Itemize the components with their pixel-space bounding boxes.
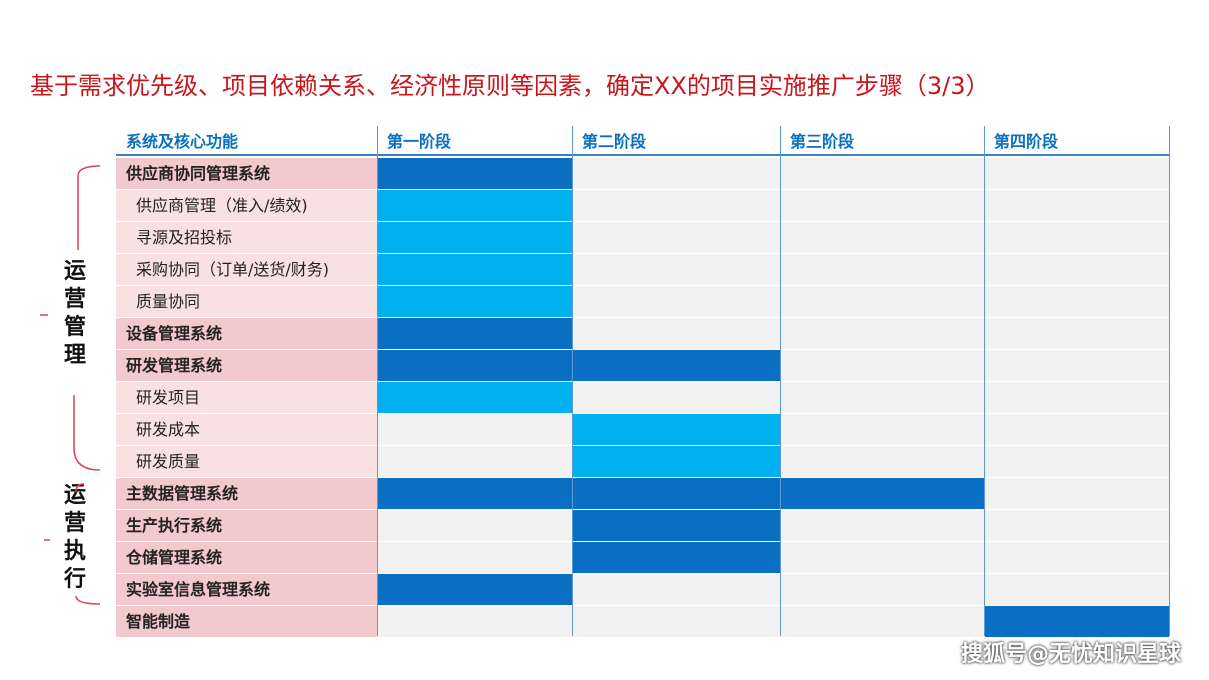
stage-bar-14 [378,574,572,605]
column-header-stage-2: 第二阶段 [582,132,647,151]
row-label-11: 主数据管理系统 [116,478,377,509]
empty-cell [985,190,1169,221]
row-label-5: 质量协同 [116,286,377,317]
row-label-6: 设备管理系统 [116,318,377,349]
watermark: 搜狐号@无忧知识星球 [960,642,1181,667]
stage-bar-5 [378,286,572,317]
empty-cell [781,222,984,253]
empty-cell [573,222,780,253]
empty-cell [985,478,1169,509]
empty-cell [378,606,572,637]
stage-bar-3 [378,222,572,253]
column-header-stage-4: 第四阶段 [994,132,1059,151]
empty-cell [985,414,1169,445]
empty-cell [378,542,572,573]
column-divider [1169,126,1170,636]
stage-bar-12 [573,510,780,541]
empty-cell [573,382,780,413]
empty-cell [573,254,780,285]
column-divider [780,126,781,636]
empty-cell [985,574,1169,605]
bracket-operation-execution [73,395,101,471]
empty-cell [781,542,984,573]
row-label-2: 供应商管理（准入/绩效) [116,190,377,221]
stage-bar-9 [573,414,780,445]
empty-cell [985,286,1169,317]
stage-bar-8 [378,382,572,413]
column-divider [377,126,378,636]
stage-bar-10 [573,446,780,477]
stage-bar-6 [378,318,572,349]
empty-cell [781,606,984,637]
stage-bar-2 [378,190,572,221]
empty-cell [781,158,984,189]
row-label-7: 研发管理系统 [116,350,377,381]
empty-cell [985,318,1169,349]
row-label-10: 研发质量 [116,446,377,477]
column-header-stage-1: 第一阶段 [387,132,452,151]
row-label-9: 研发成本 [116,414,377,445]
empty-cell [985,382,1169,413]
row-label-14: 实验室信息管理系统 [116,574,377,605]
stage-bar-1 [378,158,572,189]
empty-cell [985,158,1169,189]
empty-cell [573,574,780,605]
row-label-15: 智能制造 [116,606,377,637]
empty-cell [985,350,1169,381]
empty-cell [781,350,984,381]
bracket-operation-management [77,165,101,250]
empty-cell [985,222,1169,253]
row-label-13: 仓储管理系统 [116,542,377,573]
side-label-operation-management: 运 营 管 理 [63,259,86,368]
empty-cell [573,286,780,317]
stage-bar-7 [378,350,780,381]
side-label-operation-execution: 运 营 执 行 [63,483,86,592]
stage-bar-11 [378,478,984,509]
empty-cell [573,606,780,637]
empty-cell [781,190,984,221]
row-label-8: 研发项目 [116,382,377,413]
page-title: 基于需求优先级、项目依赖关系、经济性原则等因素，确定XX的项目实施推广步骤（3/… [30,72,990,100]
stage-bar-15 [985,606,1169,637]
empty-cell [781,254,984,285]
empty-cell [573,158,780,189]
column-divider [572,126,573,636]
empty-cell [378,446,572,477]
empty-cell [378,510,572,541]
stage-bar-13 [573,542,780,573]
empty-cell [573,190,780,221]
row-label-3: 寻源及招投标 [116,222,377,253]
row-label-12: 生产执行系统 [116,510,377,541]
bracket-operation-execution-bottom [75,483,101,605]
empty-cell [781,382,984,413]
empty-cell [781,510,984,541]
stage-bar-4 [378,254,572,285]
header-underline [116,154,1169,156]
column-header-stage-3: 第三阶段 [790,132,855,151]
empty-cell [781,446,984,477]
column-header-system: 系统及核心功能 [126,132,239,151]
column-divider [984,126,985,636]
empty-cell [781,414,984,445]
empty-cell [985,510,1169,541]
empty-cell [985,254,1169,285]
empty-cell [781,318,984,349]
empty-cell [573,318,780,349]
empty-cell [781,574,984,605]
empty-cell [985,446,1169,477]
row-label-1: 供应商协同管理系统 [116,158,377,189]
row-label-4: 采购协同（订单/送货/财务) [116,254,377,285]
empty-cell [781,286,984,317]
empty-cell [378,414,572,445]
empty-cell [985,542,1169,573]
